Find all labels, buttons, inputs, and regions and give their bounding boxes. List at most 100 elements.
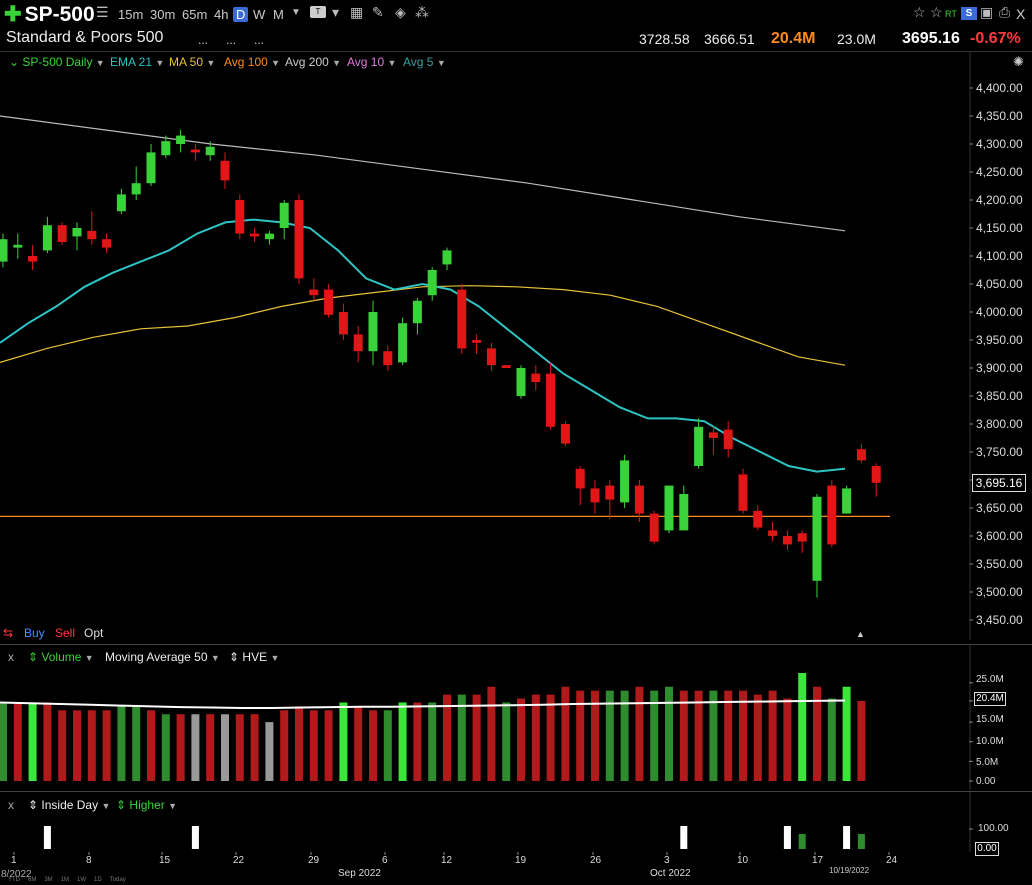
price-axis-label: 3,550.00 [976,557,1023,571]
timeframe-w[interactable]: W [253,7,266,22]
range-button[interactable]: 6M [28,877,37,883]
trade-icon[interactable]: ⇆ [3,626,14,640]
main-series-label: SP-500 Daily [22,55,93,69]
header-divider [0,51,1032,52]
volume-bar [605,690,614,781]
price-axis-label: 4,400.00 [976,81,1023,95]
candle-body [546,373,556,427]
dropdown-icon[interactable]: ▾ [332,4,340,20]
volume-bar [206,714,215,781]
pane-divider[interactable] [0,791,1032,792]
volume-ma-study[interactable]: Moving Average 50 ▼ [105,650,220,664]
volume-study[interactable]: ⇕ Volume ▼ [28,650,94,664]
price-axis-label: 4,300.00 [976,137,1023,151]
timeframe-15m[interactable]: 15m [118,7,144,22]
timeframe-4h[interactable]: 4h [214,7,229,22]
volume-bar [679,690,688,781]
study-label: Avg 100 [224,55,268,69]
star-outline-icon[interactable]: ☆ [930,4,943,20]
save-icon[interactable]: ▣ [980,4,994,20]
date-axis-label: 26 [590,855,602,866]
info-dots-1[interactable]: ... [198,33,209,47]
timeframe-30m[interactable]: 30m [150,7,176,22]
higher-label: Higher [129,798,165,812]
study-avg5[interactable]: Avg 5 ▼ [403,55,446,69]
candle-body [575,468,585,489]
volume-bar [87,710,96,781]
s-icon[interactable]: S [961,7,977,20]
candle-body [620,460,630,503]
timeframe-dropdown-icon[interactable]: ▼ [291,7,301,18]
inside-day-bar [798,834,806,849]
star-icon[interactable]: ☆ [913,4,926,20]
volume-bar [857,700,866,781]
study-label: MA 50 [169,55,204,69]
price-axis[interactable]: 4,400.00 4,350.00 4,300.00 4,250.00 4,200.00… [976,0,1032,640]
opt-button[interactable]: Opt [84,626,104,640]
inside-pane-close[interactable]: x [8,798,14,812]
pane-divider[interactable] [0,644,1032,645]
study-avg10[interactable]: Avg 10 ▼ [347,55,396,69]
volume-pane-close[interactable]: x [8,650,14,664]
share-icon[interactable]: ⁂ [415,4,429,20]
buy-button[interactable]: Buy [24,626,45,640]
study-avg200[interactable]: Avg 200 ▼ [285,55,341,69]
volume-bar [561,686,570,781]
timeframe-65m[interactable]: 65m [182,7,208,22]
inside-day-study[interactable]: ⇕ Inside Day ▼ [28,798,110,812]
range-buttons[interactable]: YTD 6M 3M 1M 1W 1D Today [8,877,134,885]
print-icon[interactable]: ⎙ [999,4,1011,20]
close-icon[interactable]: X [1016,6,1026,22]
inside-day-bar [857,834,865,849]
date-axis[interactable]: 1 8 15 22 29 6 12 19 26 3 10 17 24 Sep 2022 Oct 2022 [0,852,970,883]
volume-bar [783,698,792,781]
symbol-label: SP-500 [24,3,95,26]
volume-bar [694,690,703,781]
inside-axis-label: 100.00 [978,823,1009,834]
higher-study[interactable]: ⇕ Higher ▼ [116,798,177,812]
candle-body [827,485,837,545]
study-avg100[interactable]: Avg 100 ▼ [224,55,280,69]
range-button[interactable]: YTD [8,877,20,883]
volume-bar [531,694,540,781]
candle-body [782,536,792,545]
range-button[interactable]: 1W [77,877,87,883]
volume-label: Volume [41,650,82,664]
expand-icon: ⇕ [28,650,39,664]
volume-bar [827,698,836,781]
candle-body [694,426,704,466]
info-dots-3[interactable]: ... [254,33,265,47]
add-icon[interactable]: ✚ [4,3,22,26]
annotate-icon[interactable]: ◈ [395,4,406,20]
range-button[interactable]: Today [109,877,126,883]
range-button[interactable]: 1M [60,877,70,883]
current-price-label: 3,695.16 [972,474,1026,492]
list-icon[interactable]: ☰ [96,4,109,20]
palette-icon[interactable]: ✺ [1013,54,1024,69]
range-button[interactable]: 1D [94,877,102,883]
price-axis-label: 3,800.00 [976,417,1023,431]
sell-button[interactable]: Sell [55,626,76,640]
main-series-legend[interactable]: ⌄ SP-500 Daily ▼ [9,55,105,69]
candle-body [842,488,852,514]
left-date-label: 8/2022 [1,869,32,880]
price-axis-label: 4,150.00 [976,221,1023,235]
info-dots-2[interactable]: ... [226,33,237,47]
volume-bar [221,714,229,781]
draw-icon[interactable]: ✎ [372,4,384,20]
collapse-up-icon[interactable]: ▲ [856,629,865,639]
study-ma50[interactable]: MA 50 ▼ [169,55,215,69]
timeframe-d[interactable]: D [233,7,249,22]
candle-body [738,474,748,511]
grid-icon[interactable]: ▦ [350,4,364,20]
symbol-title[interactable]: ✚ SP-500 [4,2,95,27]
hve-study[interactable]: ⇕ HVE ▼ [229,650,279,664]
timeframe-m[interactable]: M [273,7,284,22]
study-ema21[interactable]: EMA 21 ▼ [110,55,164,69]
range-button[interactable]: 3M [44,877,53,883]
volume-bar [443,694,451,781]
study-label: Avg 5 [403,55,434,69]
chart-type-icon[interactable]: T [310,6,326,18]
date-axis-label: 3 [664,855,670,866]
